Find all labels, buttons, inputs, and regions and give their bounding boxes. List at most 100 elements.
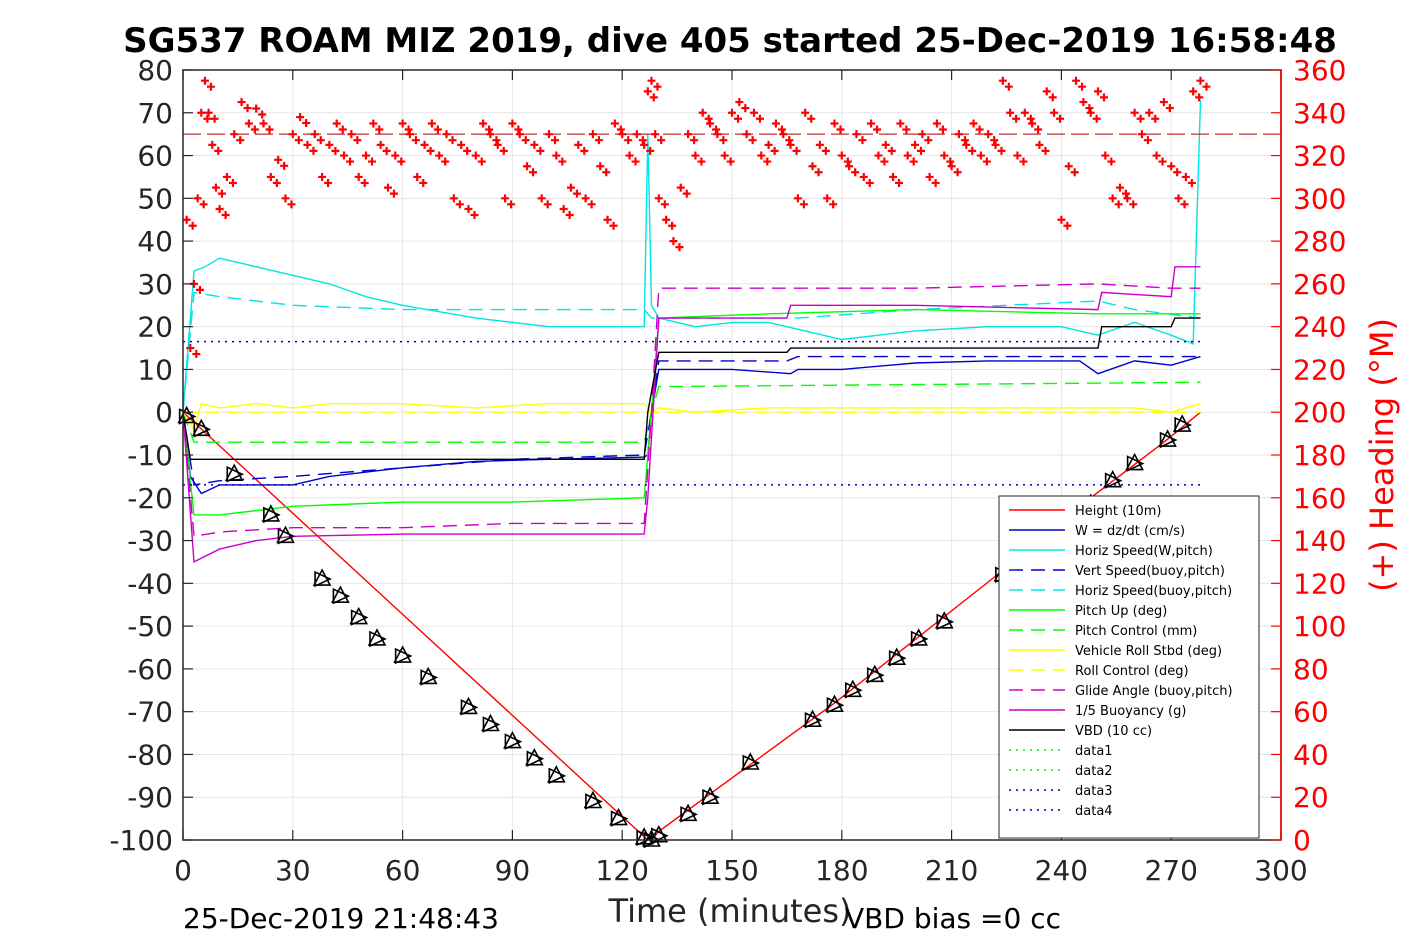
heading-point: [477, 157, 486, 166]
legend-label: Vert Speed(buoy,pitch): [1075, 564, 1225, 579]
heading-point: [719, 136, 728, 145]
heading-point: [720, 151, 729, 160]
heading-point: [859, 172, 868, 181]
heading-point: [470, 211, 479, 220]
heading-point: [1072, 76, 1081, 85]
heading-point: [1115, 183, 1124, 192]
heading-point: [845, 162, 854, 171]
series-line: [183, 381, 1201, 443]
y-right-tick-label: 160: [1293, 482, 1346, 515]
y-left-tick-label: -10: [127, 439, 173, 472]
legend-box: [998, 495, 1260, 839]
heading-point: [976, 151, 985, 160]
legend-label: Height (10m): [1075, 504, 1161, 519]
heading-point: [1079, 98, 1088, 107]
heading-point: [638, 136, 647, 145]
heading-point: [1167, 162, 1176, 171]
heading-point: [998, 76, 1007, 85]
legend-label: Horiz Speed(buoy,pitch): [1075, 584, 1232, 599]
heading-point: [1026, 114, 1035, 123]
heading-point: [777, 125, 786, 134]
heading-point: [521, 136, 530, 145]
y-right-tick-label: 60: [1293, 696, 1329, 729]
heading-point: [188, 221, 197, 230]
heading-point: [565, 211, 574, 220]
heading-point: [252, 104, 261, 113]
heading-point: [895, 178, 904, 187]
heading-point: [676, 183, 685, 192]
heading-point: [530, 140, 539, 149]
heading-point: [288, 130, 297, 139]
depth-marker: [610, 810, 629, 827]
y-right-tick-label: 40: [1293, 738, 1329, 771]
y-left-tick-label: 60: [137, 140, 173, 173]
heading-point: [902, 125, 911, 134]
heading-point: [338, 125, 347, 134]
heading-point: [1064, 162, 1073, 171]
heading-point: [1012, 114, 1021, 123]
heading-point: [552, 151, 561, 160]
heading-point: [186, 344, 195, 353]
heading-point: [266, 172, 275, 181]
legend-label: Roll Control (deg): [1075, 664, 1189, 679]
heading-point: [925, 172, 934, 181]
heading-point: [808, 162, 817, 171]
heading-point: [192, 350, 201, 359]
heading-point: [1165, 104, 1174, 113]
heading-point: [713, 130, 722, 139]
heading-point: [742, 130, 751, 139]
legend-label: Pitch Control (mm): [1075, 624, 1197, 639]
heading-point: [211, 183, 220, 192]
heading-point: [485, 125, 494, 134]
heading-point: [588, 130, 597, 139]
depth-marker: [193, 421, 212, 438]
depth-marker: [804, 711, 823, 729]
heading-point: [698, 108, 707, 117]
heading-point: [391, 151, 400, 160]
series-line: [183, 411, 1201, 840]
heading-point: [413, 172, 422, 181]
x-tick-label: 120: [595, 854, 648, 887]
y-right-tick-label: 240: [1293, 311, 1346, 344]
legend-label: data1: [1075, 744, 1113, 759]
y-left-tick-label: -40: [127, 567, 173, 600]
heading-point: [419, 178, 428, 187]
heading-point: [587, 200, 596, 209]
heading-point: [1019, 157, 1028, 166]
heading-point: [909, 157, 918, 166]
depth-marker: [178, 408, 197, 425]
heading-point: [632, 130, 641, 139]
y-left-tick-label: 10: [137, 353, 173, 386]
heading-point: [572, 189, 581, 198]
x-tick-label: 150: [705, 854, 758, 887]
y-left-tick-label: 30: [137, 268, 173, 301]
heading-point: [206, 82, 215, 91]
depth-marker: [1174, 416, 1193, 434]
heading-point: [302, 119, 311, 128]
y-left-tick-label: 20: [137, 311, 173, 344]
series-line: [183, 291, 1201, 413]
heading-point: [748, 136, 757, 145]
heading-point: [493, 140, 502, 149]
heading-point: [734, 114, 742, 123]
heading-point: [675, 243, 684, 252]
heading-point: [610, 119, 619, 128]
heading-point: [1145, 108, 1154, 117]
depth-marker: [826, 696, 845, 714]
heading-point: [1107, 157, 1116, 166]
heading-point: [318, 172, 327, 181]
heading-point: [574, 140, 583, 149]
series-layer: [183, 99, 1202, 840]
legend-label: 1/5 Buoyancy (g): [1075, 704, 1186, 719]
heading-point: [433, 125, 442, 134]
heading-point: [448, 136, 457, 145]
heading-point: [799, 200, 808, 209]
depth-marker: [332, 587, 351, 605]
heading-point: [1136, 114, 1145, 123]
heading-point: [499, 146, 508, 155]
series-line: [183, 355, 1201, 486]
heading-point: [354, 172, 363, 181]
series-line: [183, 317, 1201, 460]
heading-point: [455, 200, 464, 209]
heading-point: [880, 157, 889, 166]
